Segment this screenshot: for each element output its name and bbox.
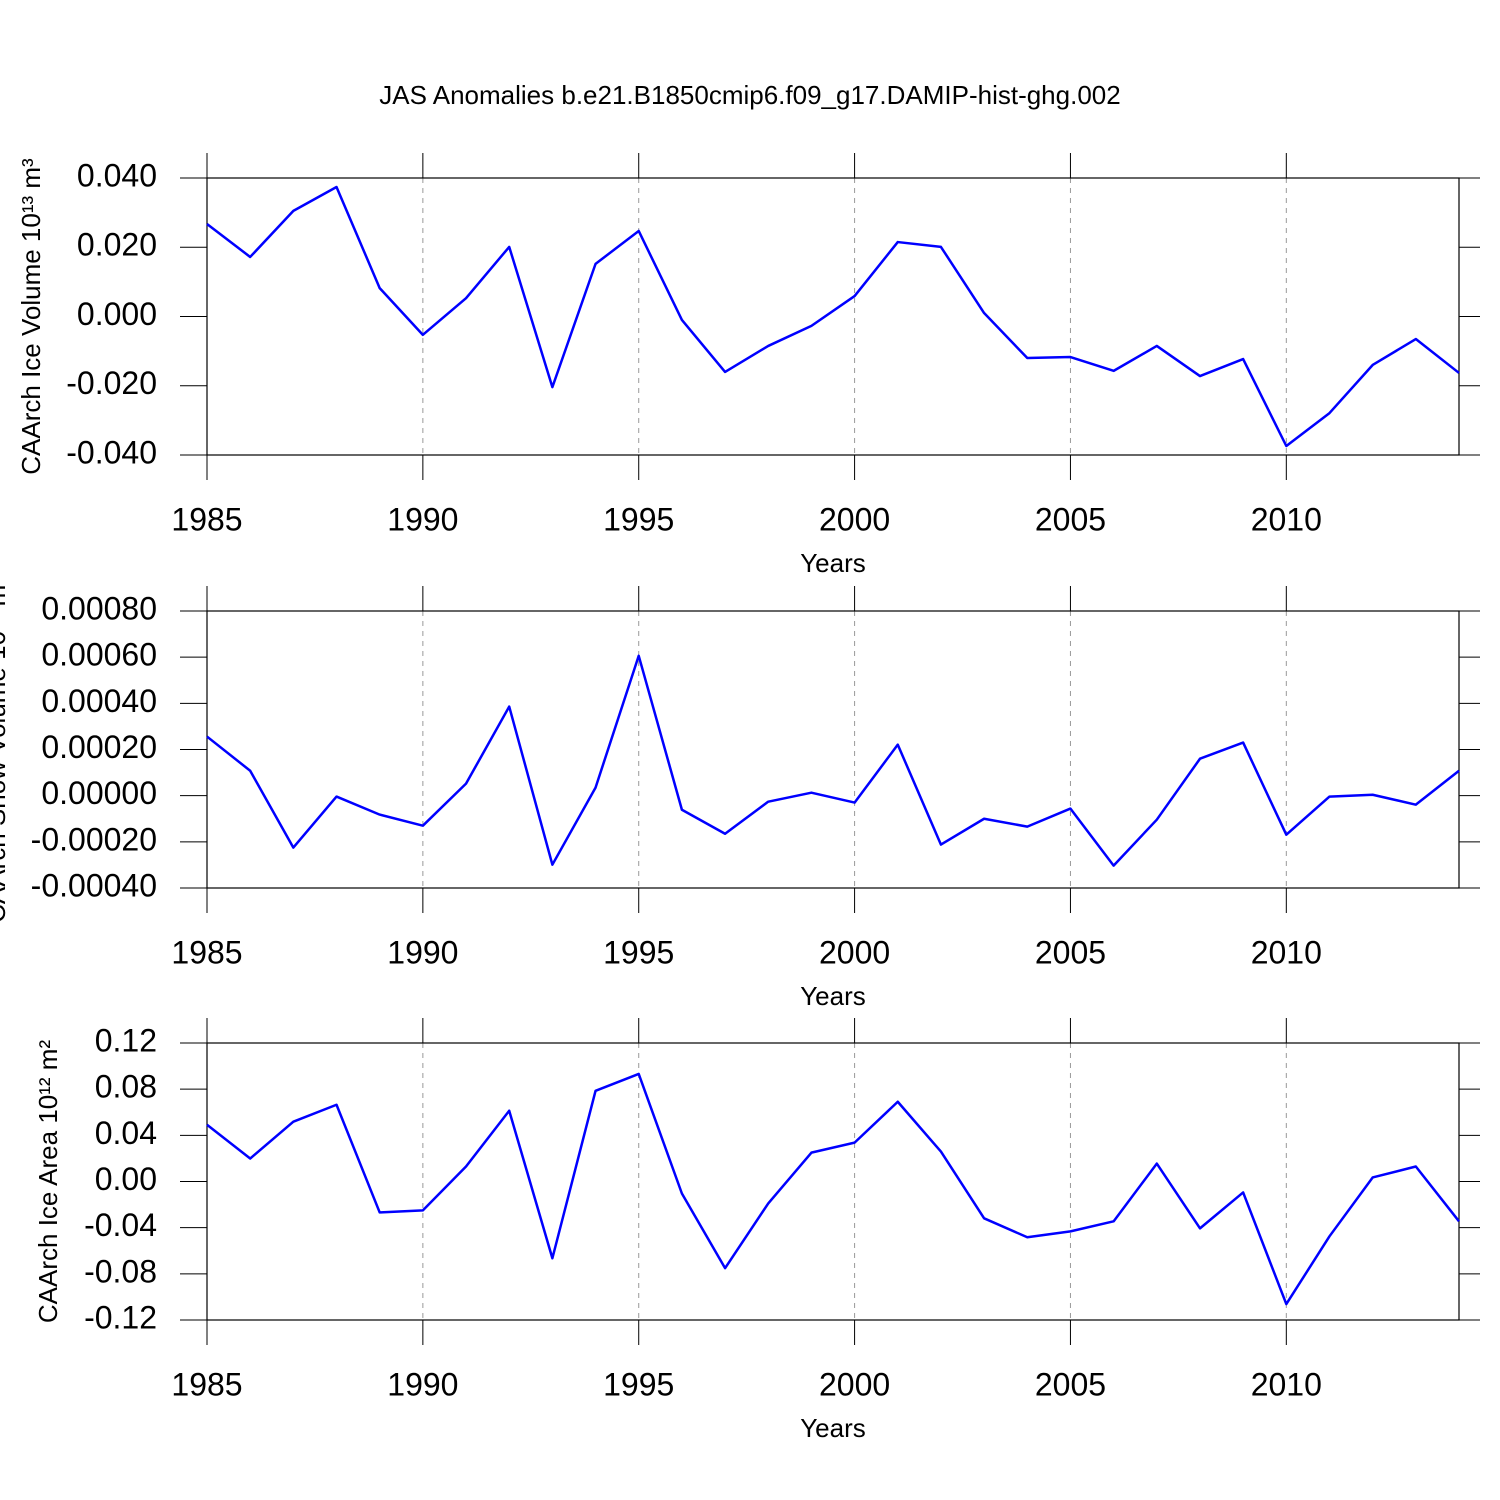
x-axis-label: Years [800, 1413, 866, 1443]
x-tick-label: 2005 [1035, 1366, 1106, 1402]
y-tick-label: 0.08 [95, 1069, 157, 1105]
y-tick-label: 0.040 [77, 157, 157, 193]
x-axis-label: Years [800, 981, 866, 1011]
y-tick-label: 0.00020 [41, 729, 157, 765]
y-tick-label: 0.12 [95, 1022, 157, 1058]
y-tick-label: 0.00080 [41, 590, 157, 626]
y-tick-label: -0.04 [84, 1207, 157, 1243]
x-tick-label: 1990 [387, 934, 458, 970]
y-tick-label: 0.00060 [41, 637, 157, 673]
x-tick-label: 2000 [819, 934, 890, 970]
chart-title: JAS Anomalies b.e21.B1850cmip6.f09_g17.D… [379, 80, 1120, 110]
data-line [206, 1072, 1460, 1306]
y-tick-label: -0.040 [66, 434, 157, 470]
y-tick-label: 0.00040 [41, 683, 157, 719]
x-tick-label: 1995 [603, 1366, 674, 1402]
plot-frame [206, 1042, 1460, 1321]
x-tick-label: 2010 [1251, 934, 1322, 970]
y-tick-label: -0.00040 [31, 867, 157, 903]
y-tick-label: 0.00000 [41, 775, 157, 811]
x-tick-label: 1990 [387, 1366, 458, 1402]
y-tick-label: 0.020 [77, 227, 157, 263]
x-tick-label: 2005 [1035, 934, 1106, 970]
x-tick-label: 1995 [603, 934, 674, 970]
data-line [206, 654, 1460, 867]
x-tick-label: 1995 [603, 501, 674, 537]
x-tick-label: 1985 [171, 1366, 242, 1402]
plot-frame [206, 177, 1460, 456]
y-tick-label: 0.04 [95, 1115, 157, 1151]
data-line [206, 185, 1460, 448]
x-tick-label: 2000 [819, 1366, 890, 1402]
y-axis-label: CAArch Ice Volume 10¹³ m³ [16, 158, 46, 475]
x-tick-label: 1985 [171, 934, 242, 970]
y-tick-label: -0.020 [66, 365, 157, 401]
y-axis-label: CAArch Snow Volume 10¹³ m³ [0, 576, 11, 923]
x-tick-label: 2010 [1251, 1366, 1322, 1402]
plot-frame [206, 610, 1460, 889]
y-tick-label: 0.000 [77, 296, 157, 332]
x-axis-label: Years [800, 548, 866, 578]
y-tick-label: -0.08 [84, 1253, 157, 1289]
y-tick-label: 0.00 [95, 1161, 157, 1197]
x-tick-label: 1985 [171, 501, 242, 537]
y-axis-label: CAArch Ice Area 10¹² m² [33, 1040, 63, 1324]
x-tick-label: 2005 [1035, 501, 1106, 537]
y-tick-label: -0.00020 [31, 821, 157, 857]
y-tick-label: -0.12 [84, 1299, 157, 1335]
x-tick-label: 2010 [1251, 501, 1322, 537]
x-tick-label: 1990 [387, 501, 458, 537]
x-tick-label: 2000 [819, 501, 890, 537]
